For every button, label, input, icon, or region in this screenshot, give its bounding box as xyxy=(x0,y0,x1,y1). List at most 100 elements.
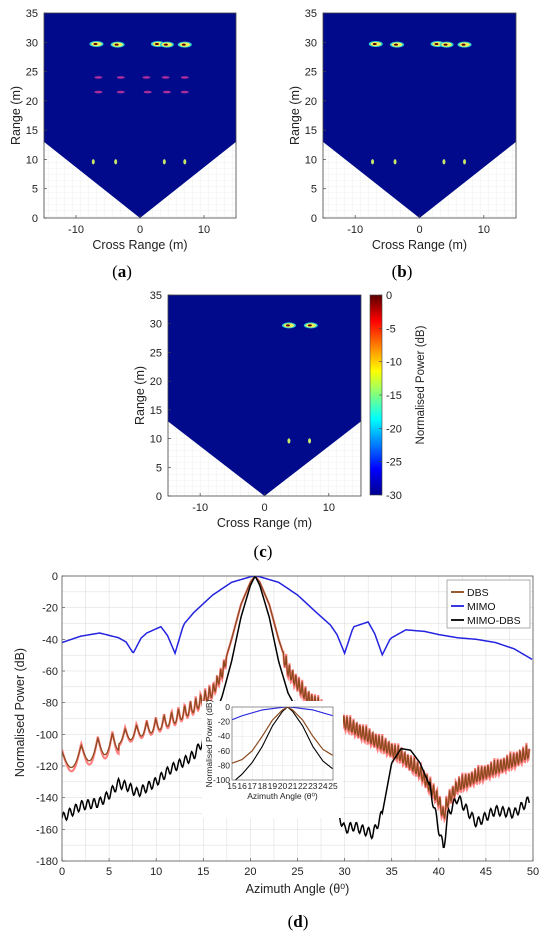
inset-y-tick-label: -40 xyxy=(218,731,231,741)
inset-x-tick-label: 21 xyxy=(288,781,298,791)
target-peak xyxy=(285,324,290,327)
faint-target xyxy=(116,76,125,79)
x-axis-label: Cross Range (m) xyxy=(92,238,187,252)
inset-x-tick-label: 19 xyxy=(268,781,278,791)
x-axis-label: Azimuth Angle (θ⁰) xyxy=(246,882,350,896)
y-tick-label: 15 xyxy=(26,125,38,137)
y-tick-label: 30 xyxy=(26,37,38,49)
y-tick-label: 10 xyxy=(150,434,162,446)
x-tick-label: 0 xyxy=(59,866,65,878)
colorbar-tick-label: -10 xyxy=(386,357,402,369)
near-target xyxy=(308,438,312,444)
panel-c-label: (c) xyxy=(254,542,273,561)
inset-y-tick-label: 0 xyxy=(225,702,230,712)
inset-y-tick-label: -60 xyxy=(218,746,231,756)
inset-line-mimo-dbs xyxy=(234,707,333,780)
inset-y-tick-label: -80 xyxy=(218,760,231,770)
target-peak xyxy=(393,43,398,46)
inset-y-tick-label: -20 xyxy=(218,717,231,727)
x-tick-label: 10 xyxy=(150,866,162,878)
x-tick-label: 35 xyxy=(386,866,398,878)
near-target xyxy=(371,159,375,165)
y-tick-label: 0 xyxy=(311,213,317,225)
radar-field-of-view xyxy=(44,13,236,218)
near-target xyxy=(393,159,397,165)
y-axis-label: Normalised Power (dB) xyxy=(13,648,27,777)
colorbar-label: Normalised Power (dB) xyxy=(415,325,427,444)
faint-target xyxy=(162,90,171,94)
target-peak xyxy=(443,43,448,46)
near-target xyxy=(183,159,187,165)
x-tick-label: 30 xyxy=(338,866,350,878)
faint-target xyxy=(94,76,103,79)
near-target xyxy=(91,159,95,165)
y-tick-label: -120 xyxy=(36,761,58,773)
panel-b-label: (b) xyxy=(392,262,413,281)
inset-x-tick-label: 15 xyxy=(227,781,237,791)
y-tick-label: 20 xyxy=(26,96,38,108)
near-target xyxy=(287,438,291,444)
x-tick-label: 20 xyxy=(244,866,256,878)
near-target xyxy=(442,159,446,165)
x-tick-label: -10 xyxy=(192,502,208,514)
y-tick-label: 10 xyxy=(26,154,38,166)
panel-d-label: (d) xyxy=(288,912,309,931)
inset-y-axis-label: Normalised Power (dB) xyxy=(204,699,214,787)
target-peak xyxy=(461,43,466,46)
inset-x-tick-label: 22 xyxy=(298,781,308,791)
y-tick-label: 10 xyxy=(305,154,317,166)
legend-label: MIMO xyxy=(467,601,496,613)
x-axis-label: Cross Range (m) xyxy=(217,516,312,530)
near-target xyxy=(162,159,166,165)
x-tick-label: 25 xyxy=(291,866,303,878)
x-tick-label: 45 xyxy=(480,866,492,878)
panel-d-plot: 0 5 10 15 20 25 30 35 40 45 50 0 -20 -40 -60 -80 -100 -12… xyxy=(13,571,539,896)
y-tick-label: 35 xyxy=(305,8,317,20)
x-axis-label: Cross Range (m) xyxy=(372,238,467,252)
faint-target xyxy=(94,90,103,94)
radar-field-of-view xyxy=(168,295,361,496)
target-peak xyxy=(93,43,98,46)
y-tick-label: 35 xyxy=(150,290,162,302)
y-tick-label: 5 xyxy=(311,184,317,196)
faint-target xyxy=(161,76,170,79)
y-axis-label: Range (m) xyxy=(288,86,302,145)
colorbar: 0 -5 -10 -15 -20 -25 -30 Normalised Power (dB) xyxy=(369,290,427,502)
y-tick-label: -20 xyxy=(42,603,58,615)
x-tick-label: 10 xyxy=(478,224,490,236)
y-tick-label: 20 xyxy=(305,96,317,108)
panel-d: 0 5 10 15 20 25 30 35 40 45 50 0 -20 -40 -60 -80 -100 -12… xyxy=(13,571,539,931)
panel-a: 0 5 10 15 20 25 30 35 -10 0 10 Cross Range (m) Range… xyxy=(9,8,237,281)
target-peak xyxy=(434,43,439,46)
y-tick-label: 5 xyxy=(32,184,38,196)
x-tick-label: 40 xyxy=(433,866,445,878)
panel-a-plot: 0 5 10 15 20 25 30 35 -10 0 10 Cross Range (m) Range… xyxy=(9,8,237,252)
y-tick-label: 25 xyxy=(150,347,162,359)
y-tick-label: 25 xyxy=(305,67,317,79)
inset-line-mimo xyxy=(232,707,333,721)
inset-x-tick-label: 25 xyxy=(328,781,338,791)
y-tick-label: -180 xyxy=(36,856,58,868)
x-tick-label: 0 xyxy=(416,224,422,236)
x-tick-label: 5 xyxy=(106,866,112,878)
inset-x-axis-label: Azimuth Angle (θ⁰) xyxy=(247,791,318,801)
y-tick-label: -60 xyxy=(42,666,58,678)
faint-target xyxy=(180,90,189,94)
y-tick-label: 30 xyxy=(150,319,162,331)
inset-frame xyxy=(231,706,334,781)
inset-x-tick-label: 17 xyxy=(247,781,257,791)
x-tick-label: 0 xyxy=(261,502,267,514)
x-tick-label: -10 xyxy=(68,224,84,236)
colorbar-tick-label: -20 xyxy=(386,423,402,435)
y-tick-label: -140 xyxy=(36,793,58,805)
y-tick-label: -100 xyxy=(36,729,58,741)
faint-target xyxy=(180,76,189,79)
y-tick-label: 30 xyxy=(305,37,317,49)
panel-b: 0 5 10 15 20 25 30 35 -10 0 10 Cross Range (m) Range… xyxy=(288,8,517,281)
colorbar-tick-label: -15 xyxy=(386,390,402,402)
faint-target xyxy=(116,90,125,94)
series-line-mimo xyxy=(62,576,533,661)
legend: DBS MIMO MIMO-DBS xyxy=(446,579,531,629)
x-tick-label: -10 xyxy=(347,224,363,236)
